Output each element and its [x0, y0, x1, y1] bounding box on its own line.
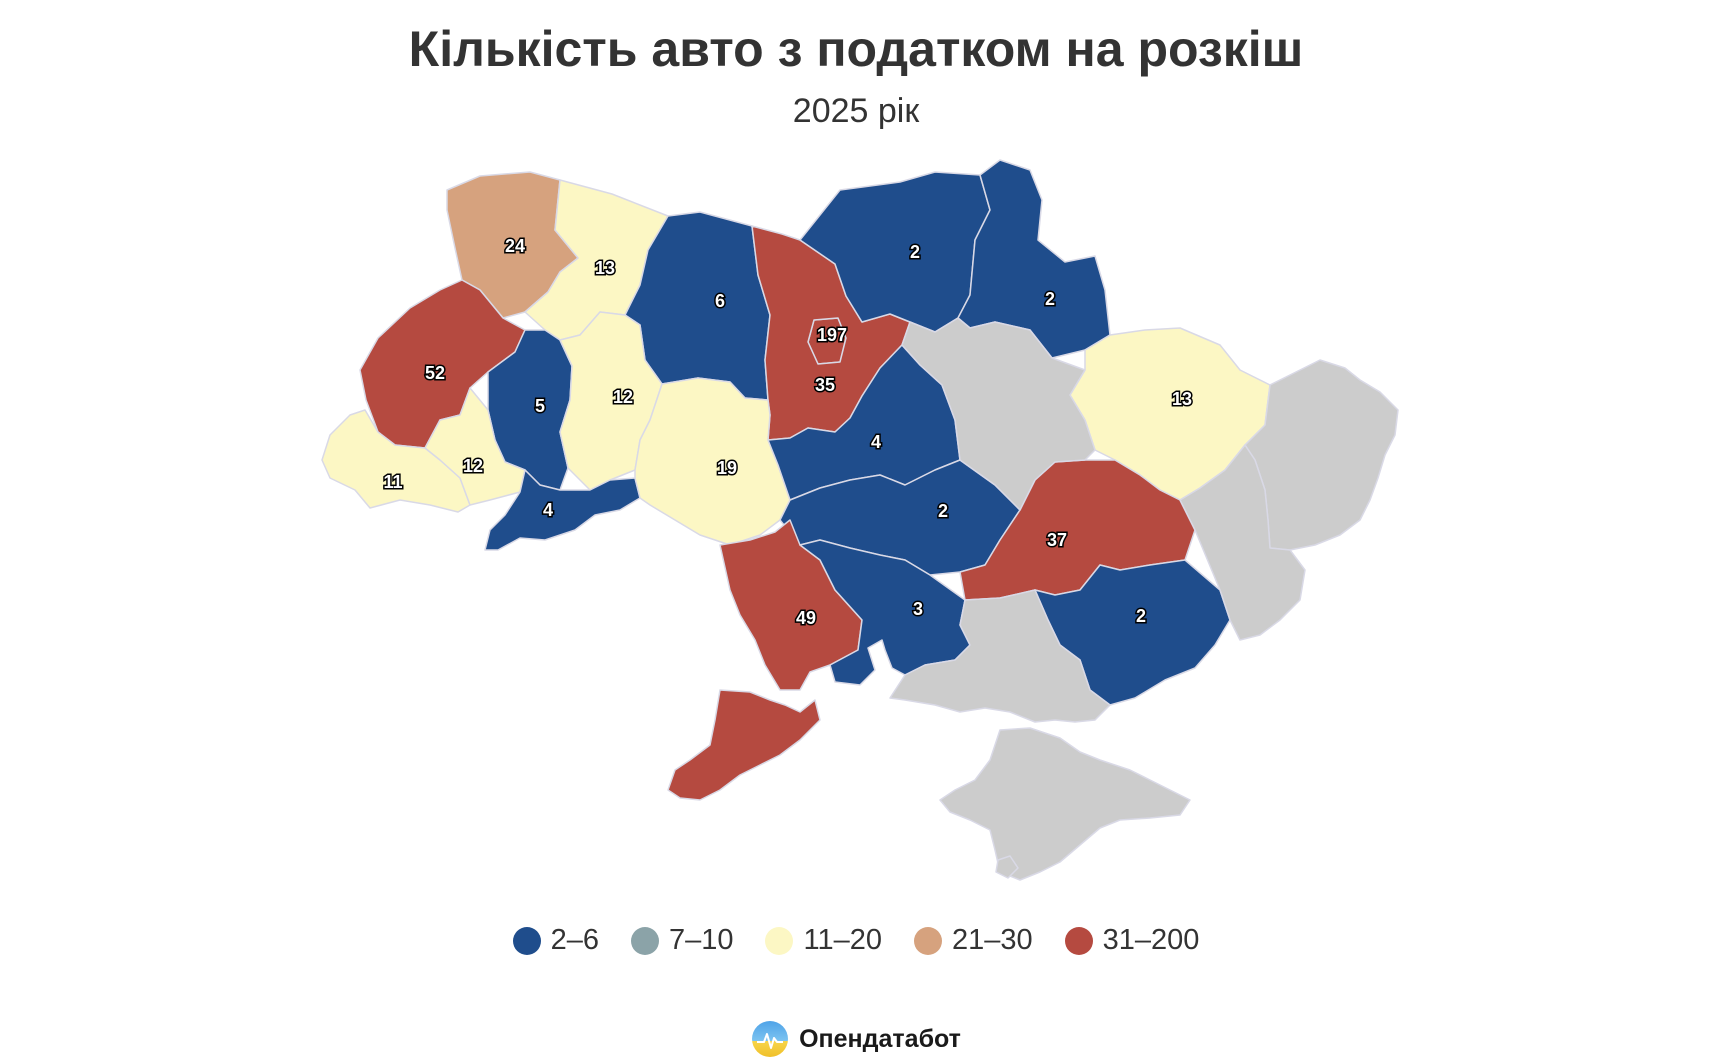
- region-value-label: 11: [383, 472, 402, 492]
- legend-swatch: [1064, 926, 1093, 955]
- region-value-label: 49: [796, 608, 816, 628]
- brand-footer: Опендатабот: [0, 1020, 1712, 1058]
- legend-label: 31–200: [1102, 924, 1200, 956]
- region-poltava[interactable]: [901, 317, 1096, 511]
- legend-label: 2–6: [550, 924, 599, 956]
- region-kherson[interactable]: [889, 589, 1111, 723]
- map-title: Кількість авто з податком на розкіш: [408, 21, 1304, 77]
- legend-item[interactable]: 11–20: [765, 924, 882, 957]
- region-value-label: 6: [715, 291, 725, 311]
- legend-swatch: [630, 926, 659, 955]
- region-mykolaiv[interactable]: [799, 539, 971, 686]
- region-value-label: 12: [463, 456, 483, 476]
- region-value-label: 2: [1045, 289, 1055, 309]
- legend-label: 7–10: [668, 924, 734, 956]
- region-value-label: 24: [505, 236, 525, 256]
- region-crimea[interactable]: [939, 727, 1191, 881]
- region-value-label: 12: [613, 387, 633, 407]
- legend-item[interactable]: 31–200: [1064, 924, 1200, 957]
- region-sevastopol[interactable]: [995, 855, 1019, 879]
- region-donetsk[interactable]: [1179, 444, 1306, 641]
- region-value-label: 2: [910, 242, 920, 262]
- legend-item[interactable]: 2–6: [512, 924, 599, 957]
- legend-swatch: [512, 926, 541, 955]
- region-value-label: 37: [1047, 530, 1067, 550]
- region-chernivtsi[interactable]: [484, 469, 641, 551]
- region-value-label: 2: [1136, 606, 1146, 626]
- region-vinnytsia[interactable]: [634, 377, 791, 546]
- legend-swatch: [765, 926, 794, 955]
- brand-name: Опендатабот: [799, 1024, 961, 1053]
- legend-item[interactable]: 7–10: [630, 924, 734, 957]
- region-value-label: 13: [1172, 389, 1192, 409]
- legend-item[interactable]: 21–30: [913, 924, 1033, 957]
- region-value-label: 5: [535, 396, 545, 416]
- region-value-label: 4: [871, 432, 881, 452]
- legend-label: 21–30: [951, 924, 1033, 956]
- map-legend: 2–6 7–10 11–20 21–30 31–200: [0, 924, 1712, 957]
- opendatabot-logo-icon: [752, 1021, 789, 1057]
- region-value-label: 3: [913, 599, 923, 619]
- region-value-label: 19: [717, 458, 737, 478]
- legend-label: 11–20: [803, 924, 882, 956]
- region-value-label: 197: [817, 325, 847, 345]
- region-value-label: 2: [938, 501, 948, 521]
- region-ivano-frankivsk[interactable]: [424, 387, 526, 506]
- legend-swatch: [913, 926, 942, 955]
- region-value-label: 4: [543, 500, 553, 520]
- region-value-label: 13: [595, 258, 615, 278]
- map-subtitle: 2025 рік: [792, 92, 920, 130]
- region-value-label: 52: [425, 363, 445, 383]
- region-value-label: 35: [815, 375, 835, 395]
